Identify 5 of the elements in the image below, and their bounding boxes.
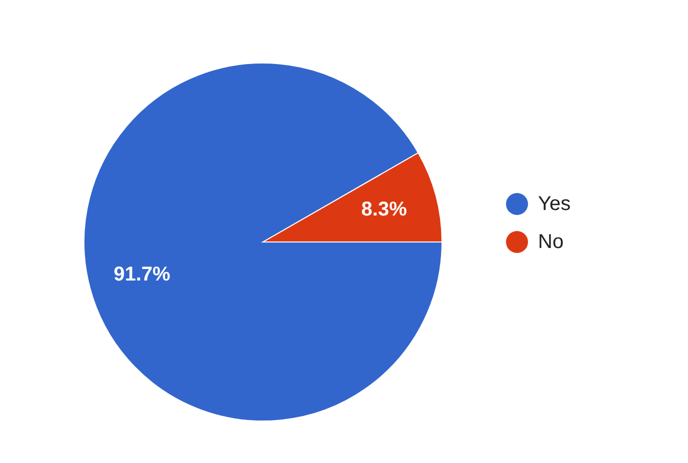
legend-label: Yes — [538, 193, 571, 215]
pie-slice — [84, 62, 442, 422]
legend-label: No — [538, 231, 564, 253]
data-label: 91.7% — [114, 263, 170, 286]
data-label: 8.3% — [361, 198, 408, 221]
